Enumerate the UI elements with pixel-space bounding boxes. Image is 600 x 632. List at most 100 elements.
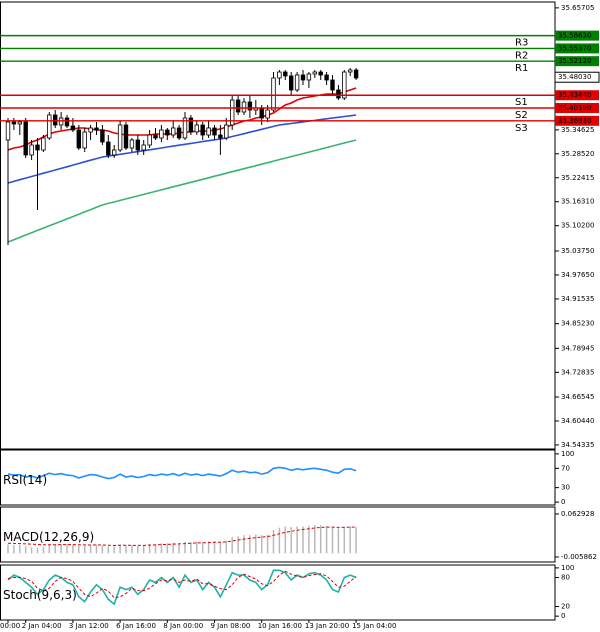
- histogram-bar: [42, 547, 45, 554]
- histogram-bar: [278, 527, 281, 554]
- histogram-bar: [184, 542, 186, 554]
- pivot-label: S1: [515, 97, 528, 108]
- pivot-value-box: [555, 43, 599, 54]
- candle-body: [283, 71, 288, 77]
- y-tick-label: 34.54335: [561, 441, 594, 449]
- y-tick-label: 34.60440: [561, 417, 594, 425]
- histogram-bar: [243, 535, 245, 554]
- histogram-bar: [137, 545, 139, 554]
- candle-body: [347, 69, 353, 73]
- y-tick-label: 35.03750: [561, 247, 594, 255]
- histogram-bar: [101, 545, 104, 554]
- candle-body: [165, 129, 170, 136]
- candle-body: [82, 131, 87, 149]
- y-tick-label: 35.34625: [561, 126, 594, 134]
- candle-body: [29, 144, 34, 156]
- histogram-bar: [302, 526, 304, 554]
- candle-body: [353, 69, 359, 79]
- histogram-bar: [190, 542, 192, 554]
- candle-body: [88, 127, 93, 133]
- x-tick-label: 10 Jan 16:00: [258, 622, 302, 630]
- histogram-bar: [231, 537, 233, 554]
- y-tick-label: -0.005862: [561, 553, 597, 561]
- histogram-bar: [19, 545, 21, 554]
- histogram-bar: [95, 544, 98, 554]
- histogram-bar: [66, 543, 68, 554]
- histogram-bar: [30, 547, 33, 554]
- indicator-line: [7, 569, 357, 606]
- x-tick-label: 3 Jan 12:00: [69, 622, 109, 630]
- candle-body: [312, 71, 317, 75]
- y-tick-label: 70: [561, 464, 570, 472]
- candle-body: [17, 121, 22, 125]
- candle-body: [53, 114, 58, 126]
- candle-body: [288, 75, 294, 91]
- candle-body: [241, 101, 247, 113]
- candle-body: [11, 121, 17, 125]
- histogram-bar: [7, 544, 9, 554]
- y-tick-label: 35.65705: [561, 4, 594, 12]
- y-tick-label: 35.10200: [561, 222, 594, 230]
- y-tick-label: 30: [561, 484, 570, 492]
- histogram-bar: [237, 536, 239, 554]
- pivot-label: S2: [515, 110, 528, 121]
- x-tick-label: 15 Jan 04:00: [352, 622, 396, 630]
- pivot-value: 35.52120: [558, 57, 591, 65]
- y-tick-label: 34.85230: [561, 320, 594, 328]
- candle-body: [259, 107, 264, 119]
- histogram-bar: [83, 545, 86, 554]
- histogram-bar: [72, 544, 74, 554]
- indicator-title: Stoch(9,6,3): [3, 588, 77, 602]
- histogram-bar: [249, 535, 251, 554]
- pivot-value: 35.58630: [558, 32, 591, 40]
- candle-body: [271, 77, 276, 111]
- histogram-bar: [166, 543, 169, 554]
- x-tick-label: 00:00: [0, 622, 20, 630]
- candle-body: [330, 79, 335, 91]
- pivot-value: 35.55370: [558, 44, 591, 52]
- candle-body: [170, 127, 176, 136]
- histogram-bar: [207, 541, 210, 554]
- pivot-value: 35.43440: [558, 91, 591, 99]
- candle-body: [324, 74, 329, 81]
- histogram-bar: [319, 525, 322, 554]
- pivot-label: R1: [515, 63, 528, 74]
- candle-body: [212, 127, 217, 136]
- candle-body: [100, 129, 105, 143]
- histogram-bar: [272, 530, 275, 554]
- histogram-bar: [196, 541, 198, 554]
- histogram-bar: [213, 541, 216, 554]
- candle-body: [218, 134, 223, 139]
- candle-body: [336, 89, 341, 99]
- pivot-label: S3: [515, 123, 528, 134]
- candle-body: [247, 101, 253, 111]
- candle-body: [265, 109, 270, 119]
- pivot-value-box: [555, 30, 599, 41]
- candle-body: [76, 129, 81, 149]
- x-tick-label: 13 Jan 20:00: [305, 622, 349, 630]
- histogram-bar: [60, 543, 62, 554]
- indicator-line: [7, 466, 357, 480]
- x-tick-label: 8 Jan 00:00: [163, 622, 203, 630]
- pivot-label: R3: [515, 38, 528, 49]
- candle-body: [94, 127, 99, 131]
- candle-body: [206, 127, 211, 136]
- candle-body: [318, 71, 323, 76]
- candle-body: [23, 121, 28, 156]
- histogram-bar: [172, 542, 174, 554]
- histogram-bar: [219, 542, 222, 554]
- candle-body: [188, 117, 194, 133]
- histogram-bar: [178, 543, 180, 554]
- histogram-bar: [54, 544, 56, 554]
- histogram-bar: [225, 540, 228, 554]
- y-tick-label: 100: [561, 564, 574, 572]
- candle-body: [70, 125, 76, 131]
- histogram-bar: [154, 543, 157, 554]
- candle-body: [200, 124, 205, 136]
- candle-body: [112, 149, 117, 156]
- candle-body: [117, 124, 123, 151]
- panel-frame: [0, 564, 556, 621]
- histogram-bar: [355, 527, 357, 554]
- histogram-bar: [107, 546, 110, 554]
